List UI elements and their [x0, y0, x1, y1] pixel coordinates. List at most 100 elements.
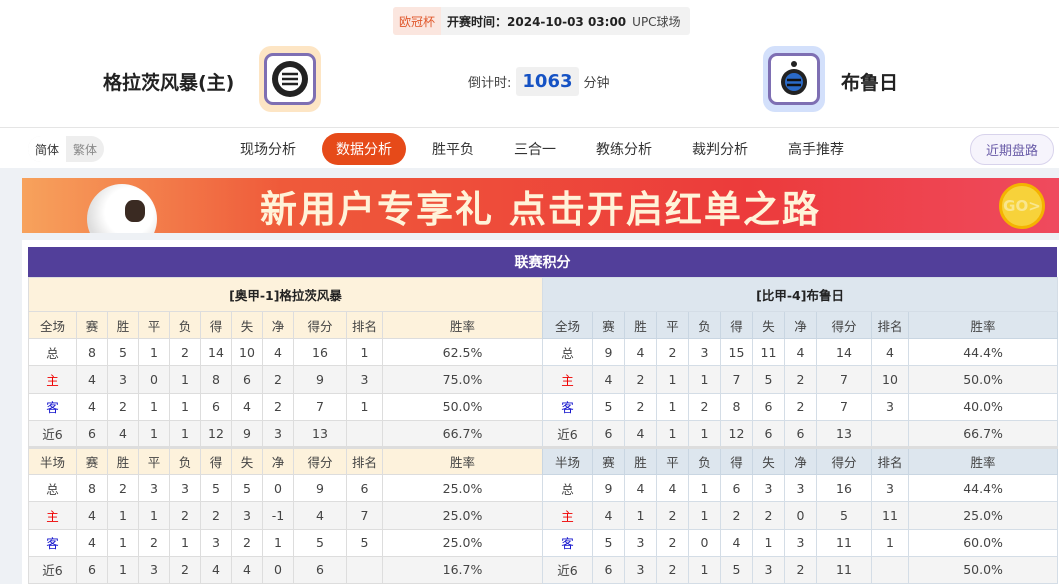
cell: 10: [231, 338, 263, 367]
section-label: 全场: [28, 310, 77, 340]
away-team-logo[interactable]: [763, 46, 825, 112]
cell: 16: [816, 474, 872, 503]
tab-5[interactable]: 裁判分析: [692, 142, 748, 158]
cell: 50.0%: [381, 392, 544, 421]
cell: 50.0%: [907, 555, 1059, 584]
table-row: 近6 6 4 1 1 12 6 6 13 66.7%: [542, 419, 1059, 448]
tab-0[interactable]: 现场分析: [240, 142, 296, 158]
cell: 4: [107, 419, 139, 448]
cell: 9: [592, 338, 625, 367]
home-team-name[interactable]: 格拉茨风暴(主): [103, 72, 235, 94]
cell: 4: [592, 365, 625, 394]
cell: 11: [816, 528, 872, 557]
home-team-logo[interactable]: [259, 46, 321, 112]
row-label: 总: [542, 474, 593, 503]
column-header: 胜: [624, 310, 657, 340]
cell: 4: [231, 555, 263, 584]
section-label: 半场: [542, 445, 593, 476]
cell: 3: [871, 474, 909, 503]
cell: 11: [752, 338, 785, 367]
cell: 6: [784, 419, 817, 448]
recent-odds-button[interactable]: 近期盘路: [969, 134, 1054, 165]
football-icon: [87, 184, 157, 233]
cell: 7: [346, 501, 383, 530]
tab-4[interactable]: 教练分析: [596, 142, 652, 158]
column-header: 赛: [76, 310, 108, 340]
cell: 4: [76, 528, 108, 557]
cell: 7: [293, 392, 347, 421]
cell: 2: [656, 555, 689, 584]
cell: 25.0%: [381, 528, 544, 557]
cell: 2: [262, 392, 294, 421]
promo-banner[interactable]: 新用户专享礼 点击开启红单之路 GO>: [22, 178, 1059, 233]
cell: 3: [784, 528, 817, 557]
column-header: 排名: [346, 445, 383, 476]
column-header: 胜率: [381, 310, 544, 340]
cell: 9: [231, 419, 263, 448]
column-header: 排名: [871, 445, 909, 476]
cell: 2: [656, 501, 689, 530]
lang-simplified[interactable]: 简体: [28, 136, 67, 162]
cell: 10: [871, 365, 909, 394]
cell: 1: [624, 501, 657, 530]
section-label: 全场: [542, 310, 593, 340]
tab-1[interactable]: 数据分析: [322, 133, 406, 165]
cell: 0: [262, 474, 294, 503]
cell: 0: [784, 501, 817, 530]
cell: 1: [688, 474, 721, 503]
cell: 60.0%: [907, 528, 1059, 557]
row-label: 近6: [28, 419, 77, 448]
cell: 5: [592, 392, 625, 421]
cell: 1: [752, 528, 785, 557]
column-header: 排名: [871, 310, 909, 340]
cell: 1: [169, 528, 201, 557]
sturm-graz-crest-icon: [272, 61, 308, 97]
venue: UPC球场: [632, 14, 681, 29]
cell: 12: [200, 419, 232, 448]
row-label: 近6: [28, 555, 77, 584]
row-label: 主: [542, 501, 593, 530]
column-header: 得分: [293, 445, 347, 476]
cell: 6: [76, 419, 108, 448]
cell: 4: [76, 365, 108, 394]
cell: 1: [169, 392, 201, 421]
away-team-name[interactable]: 布鲁日: [841, 72, 899, 94]
cell: 4: [624, 474, 657, 503]
column-header: 得: [720, 310, 753, 340]
cell: 3: [138, 474, 170, 503]
cell: 2: [200, 501, 232, 530]
half-header-row: 半场赛胜平负得失净得分 排名 胜率: [28, 445, 544, 476]
cell: 3: [138, 555, 170, 584]
cell: 5: [592, 528, 625, 557]
cell: 11: [871, 501, 909, 530]
row-label: 近6: [542, 555, 593, 584]
cell: 1: [688, 365, 721, 394]
tab-3[interactable]: 三合一: [514, 142, 556, 158]
go-button[interactable]: GO>: [999, 183, 1045, 229]
table-row: 近6 6 1 3 2 4 4 0 6 16.7%: [28, 555, 544, 584]
cell: 3: [752, 555, 785, 584]
cell: 1: [138, 392, 170, 421]
away-standings-table: [比甲-4]布鲁日 全场赛胜平负得失净得分 排名 胜率总 9 4 2 3 15 11 4 14 4 44.…: [541, 277, 1059, 584]
table-row: 主 4 2 1 1 7 5 2 7 10 50.0%: [542, 365, 1059, 394]
tab-6[interactable]: 高手推荐: [788, 142, 844, 158]
cell: [346, 555, 383, 584]
lang-traditional[interactable]: 繁体: [73, 143, 98, 157]
cell: 15: [720, 338, 753, 367]
cell: 3: [262, 419, 294, 448]
cell: 75.0%: [381, 365, 544, 394]
cell: 2: [262, 365, 294, 394]
cell: 1: [138, 338, 170, 367]
table-row: 总 9 4 4 1 6 3 3 16 3 44.4%: [542, 474, 1059, 503]
competition-link[interactable]: 欧冠杯: [393, 7, 442, 35]
tab-2[interactable]: 胜平负: [432, 142, 474, 158]
cell: [871, 555, 909, 584]
table-row: 总 8 5 1 2 14 10 4 16 1 62.5%: [28, 338, 544, 367]
cell: 13: [816, 419, 872, 448]
cell: 9: [293, 474, 347, 503]
column-header: 净: [784, 310, 817, 340]
language-toggle[interactable]: 简体 繁体: [28, 136, 105, 162]
row-label: 主: [28, 365, 77, 394]
column-header: 净: [262, 310, 294, 340]
cell: 6: [592, 419, 625, 448]
